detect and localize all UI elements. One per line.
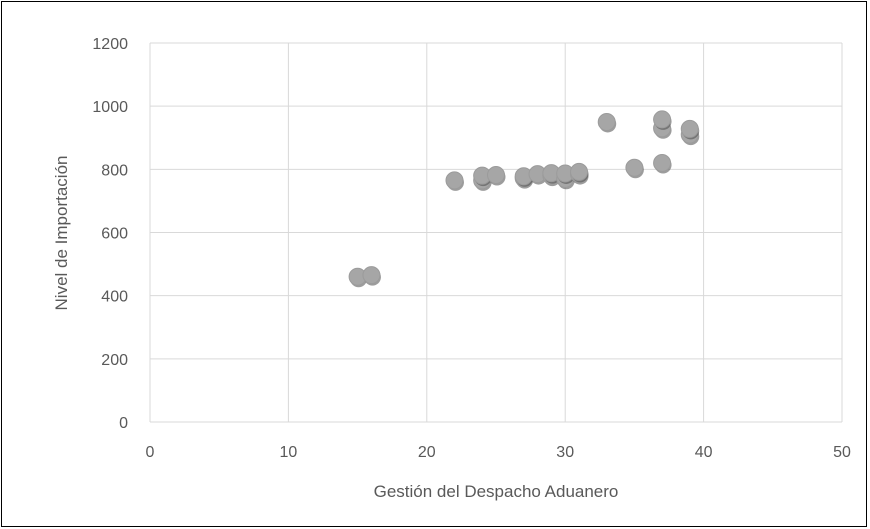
x-tick-label: 10 [280, 444, 298, 461]
y-tick-label: 200 [101, 352, 128, 369]
x-axis-ticks: 0 10 20 30 40 50 [146, 444, 851, 461]
data-point [362, 266, 381, 285]
gridlines [149, 42, 843, 423]
data-point [653, 154, 672, 173]
data-point [445, 171, 464, 190]
data-point [680, 119, 699, 138]
data-point [487, 166, 505, 185]
x-tick-label: 50 [833, 444, 851, 461]
x-tick-label: 30 [556, 444, 574, 461]
data-point [597, 112, 616, 131]
data-point [653, 110, 672, 129]
y-tick-label: 1200 [92, 36, 128, 53]
data-point [625, 158, 644, 177]
x-tick-label: 0 [146, 444, 155, 461]
y-tick-label: 800 [101, 162, 128, 179]
y-axis-title: Nivel de Importación [52, 156, 71, 311]
y-tick-label: 600 [101, 226, 128, 243]
y-axis-ticks: 0 200 400 600 800 1000 1200 [92, 36, 128, 432]
data-points [348, 110, 700, 288]
x-axis-title: Gestión del Despacho Aduanero [374, 482, 619, 501]
y-tick-label: 1000 [92, 99, 128, 116]
x-tick-label: 40 [695, 444, 713, 461]
y-tick-label: 400 [101, 289, 128, 306]
data-point [570, 162, 589, 181]
y-tick-label: 0 [119, 415, 128, 432]
x-tick-label: 20 [418, 444, 436, 461]
